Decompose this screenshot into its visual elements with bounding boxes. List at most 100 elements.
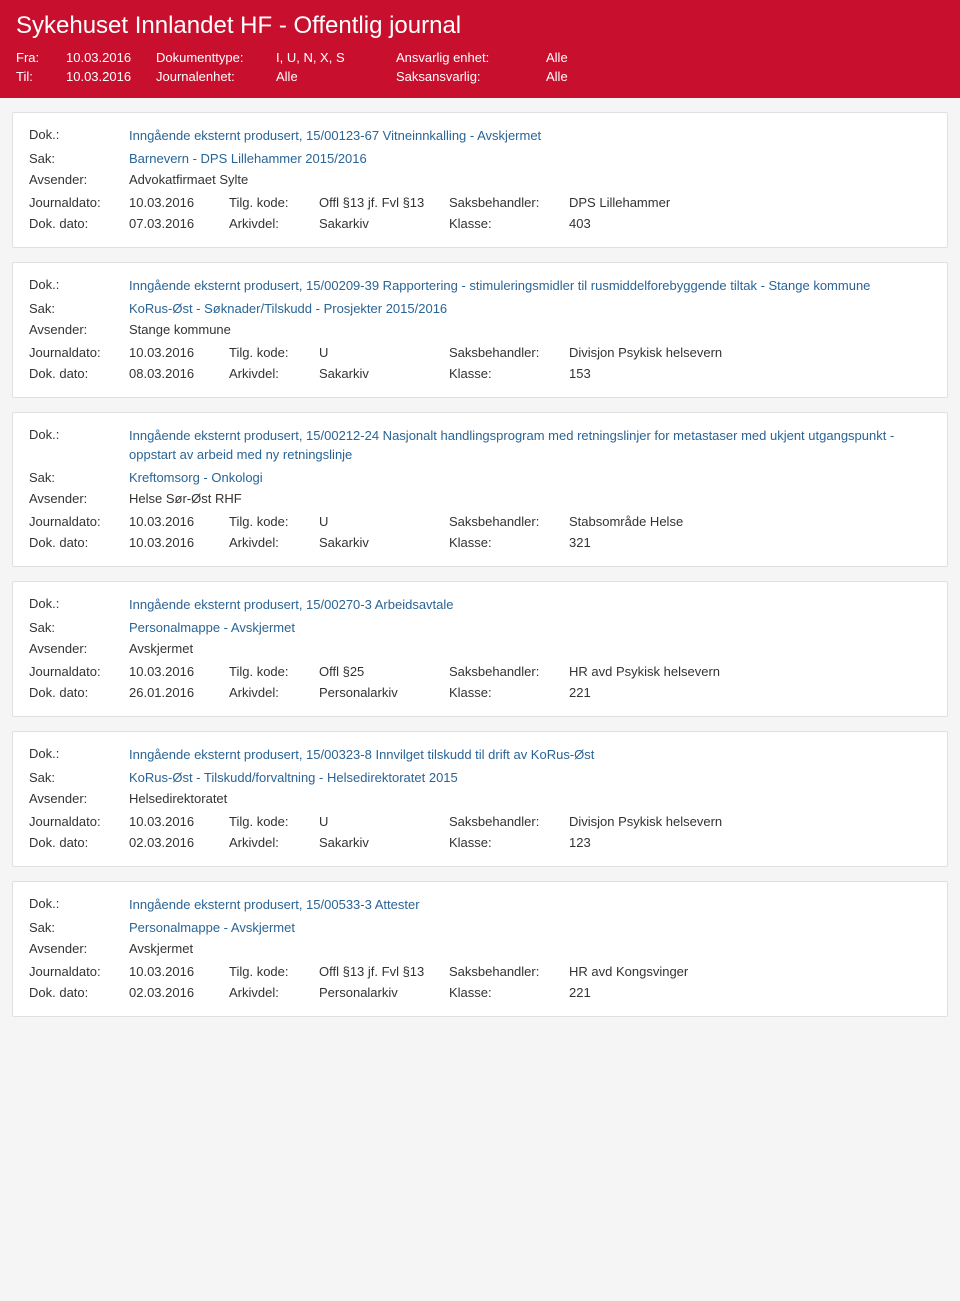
arkivdel-label: Arkivdel:: [229, 216, 319, 231]
tilgkode-label: Tilg. kode:: [229, 345, 319, 360]
tilgkode-value: U: [319, 514, 449, 529]
entry-dok-row: Dok.: Inngående eksternt produsert, 15/0…: [29, 427, 931, 463]
til-value: 10.03.2016: [66, 69, 156, 84]
sak-value[interactable]: KoRus-Øst - Søknader/Tilskudd - Prosjekt…: [129, 301, 931, 316]
dokdato-label: Dok. dato:: [29, 535, 129, 550]
tilgkode-label: Tilg. kode:: [229, 514, 319, 529]
sak-value[interactable]: KoRus-Øst - Tilskudd/forvaltning - Helse…: [129, 770, 931, 785]
dokdato-label: Dok. dato:: [29, 835, 129, 850]
klasse-label: Klasse:: [449, 835, 569, 850]
dok-value[interactable]: Inngående eksternt produsert, 15/00212-2…: [129, 427, 931, 463]
tilgkode-label: Tilg. kode:: [229, 195, 319, 210]
entry-meta-grid: Journaldato: 10.03.2016 Tilg. kode: U Sa…: [29, 514, 931, 550]
arkivdel-value: Sakarkiv: [319, 835, 449, 850]
tilgkode-label: Tilg. kode:: [229, 664, 319, 679]
sak-label: Sak:: [29, 770, 129, 785]
sak-value[interactable]: Personalmappe - Avskjermet: [129, 620, 931, 635]
entry-dok-row: Dok.: Inngående eksternt produsert, 15/0…: [29, 746, 931, 764]
entry-sak-row: Sak: Barnevern - DPS Lillehammer 2015/20…: [29, 151, 931, 166]
journaldato-label: Journaldato:: [29, 195, 129, 210]
doktype-value: I, U, N, X, S: [276, 50, 396, 65]
entry-avsender-row: Avsender: Advokatfirmaet Sylte: [29, 172, 931, 187]
fra-value: 10.03.2016: [66, 50, 156, 65]
entry-sak-row: Sak: KoRus-Øst - Tilskudd/forvaltning - …: [29, 770, 931, 785]
klasse-value: 321: [569, 535, 931, 550]
sak-value[interactable]: Barnevern - DPS Lillehammer 2015/2016: [129, 151, 931, 166]
avsender-label: Avsender:: [29, 641, 129, 656]
dokdato-label: Dok. dato:: [29, 366, 129, 381]
dokdato-value: 08.03.2016: [129, 366, 229, 381]
arkivdel-value: Sakarkiv: [319, 535, 449, 550]
journalenhet-label: Journalenhet:: [156, 69, 276, 84]
entry-sak-row: Sak: Personalmappe - Avskjermet: [29, 620, 931, 635]
avsender-value: Avskjermet: [129, 641, 931, 656]
dokdato-value: 02.03.2016: [129, 985, 229, 1000]
journal-entry: Dok.: Inngående eksternt produsert, 15/0…: [12, 412, 948, 566]
saksbehandler-label: Saksbehandler:: [449, 345, 569, 360]
journaldato-value: 10.03.2016: [129, 964, 229, 979]
page-header: Sykehuset Innlandet HF - Offentlig journ…: [0, 0, 960, 98]
klasse-label: Klasse:: [449, 366, 569, 381]
sak-label: Sak:: [29, 301, 129, 316]
journal-entry: Dok.: Inngående eksternt produsert, 15/0…: [12, 881, 948, 1017]
arkivdel-label: Arkivdel:: [229, 366, 319, 381]
saksbehandler-value: Divisjon Psykisk helsevern: [569, 814, 931, 829]
dok-value[interactable]: Inngående eksternt produsert, 15/00270-3…: [129, 596, 931, 614]
journal-entry: Dok.: Inngående eksternt produsert, 15/0…: [12, 262, 948, 398]
entry-avsender-row: Avsender: Avskjermet: [29, 941, 931, 956]
saksbehandler-label: Saksbehandler:: [449, 664, 569, 679]
dokdato-label: Dok. dato:: [29, 985, 129, 1000]
klasse-label: Klasse:: [449, 216, 569, 231]
sak-label: Sak:: [29, 151, 129, 166]
arkivdel-label: Arkivdel:: [229, 835, 319, 850]
tilgkode-value: U: [319, 345, 449, 360]
avsender-value: Advokatfirmaet Sylte: [129, 172, 931, 187]
avsender-label: Avsender:: [29, 322, 129, 337]
klasse-value: 153: [569, 366, 931, 381]
dok-value[interactable]: Inngående eksternt produsert, 15/00533-3…: [129, 896, 931, 914]
saksbehandler-value: HR avd Psykisk helsevern: [569, 664, 931, 679]
dok-label: Dok.:: [29, 896, 129, 911]
avsender-value: Helsedirektoratet: [129, 791, 931, 806]
dok-label: Dok.:: [29, 427, 129, 442]
entry-meta-grid: Journaldato: 10.03.2016 Tilg. kode: Offl…: [29, 664, 931, 700]
header-meta-grid: Fra: 10.03.2016 Dokumenttype: I, U, N, X…: [16, 50, 944, 84]
klasse-value: 221: [569, 985, 931, 1000]
tilgkode-value: Offl §13 jf. Fvl §13: [319, 195, 449, 210]
journaldato-value: 10.03.2016: [129, 195, 229, 210]
journaldato-label: Journaldato:: [29, 514, 129, 529]
ansvarlig-label: Ansvarlig enhet:: [396, 50, 546, 65]
dok-value[interactable]: Inngående eksternt produsert, 15/00323-8…: [129, 746, 931, 764]
entry-sak-row: Sak: Kreftomsorg - Onkologi: [29, 470, 931, 485]
klasse-value: 221: [569, 685, 931, 700]
dok-label: Dok.:: [29, 277, 129, 292]
doktype-label: Dokumenttype:: [156, 50, 276, 65]
entry-meta-grid: Journaldato: 10.03.2016 Tilg. kode: Offl…: [29, 195, 931, 231]
page-title: Sykehuset Innlandet HF - Offentlig journ…: [16, 12, 944, 40]
entry-meta-grid: Journaldato: 10.03.2016 Tilg. kode: U Sa…: [29, 345, 931, 381]
sak-value[interactable]: Kreftomsorg - Onkologi: [129, 470, 931, 485]
avsender-label: Avsender:: [29, 491, 129, 506]
dok-label: Dok.:: [29, 746, 129, 761]
dok-value[interactable]: Inngående eksternt produsert, 15/00209-3…: [129, 277, 931, 295]
avsender-value: Stange kommune: [129, 322, 931, 337]
journaldato-label: Journaldato:: [29, 664, 129, 679]
sak-value[interactable]: Personalmappe - Avskjermet: [129, 920, 931, 935]
journaldato-value: 10.03.2016: [129, 345, 229, 360]
klasse-value: 403: [569, 216, 931, 231]
fra-label: Fra:: [16, 50, 66, 65]
tilgkode-label: Tilg. kode:: [229, 964, 319, 979]
entry-sak-row: Sak: KoRus-Øst - Søknader/Tilskudd - Pro…: [29, 301, 931, 316]
saksansvarlig-value: Alle: [546, 69, 666, 84]
tilgkode-value: U: [319, 814, 449, 829]
saksbehandler-label: Saksbehandler:: [449, 514, 569, 529]
journaldato-label: Journaldato:: [29, 964, 129, 979]
sak-label: Sak:: [29, 470, 129, 485]
saksbehandler-label: Saksbehandler:: [449, 814, 569, 829]
dok-value[interactable]: Inngående eksternt produsert, 15/00123-6…: [129, 127, 931, 145]
journaldato-label: Journaldato:: [29, 345, 129, 360]
entries-list: Dok.: Inngående eksternt produsert, 15/0…: [0, 112, 960, 1017]
arkivdel-label: Arkivdel:: [229, 685, 319, 700]
dokdato-value: 26.01.2016: [129, 685, 229, 700]
entry-avsender-row: Avsender: Helsedirektoratet: [29, 791, 931, 806]
